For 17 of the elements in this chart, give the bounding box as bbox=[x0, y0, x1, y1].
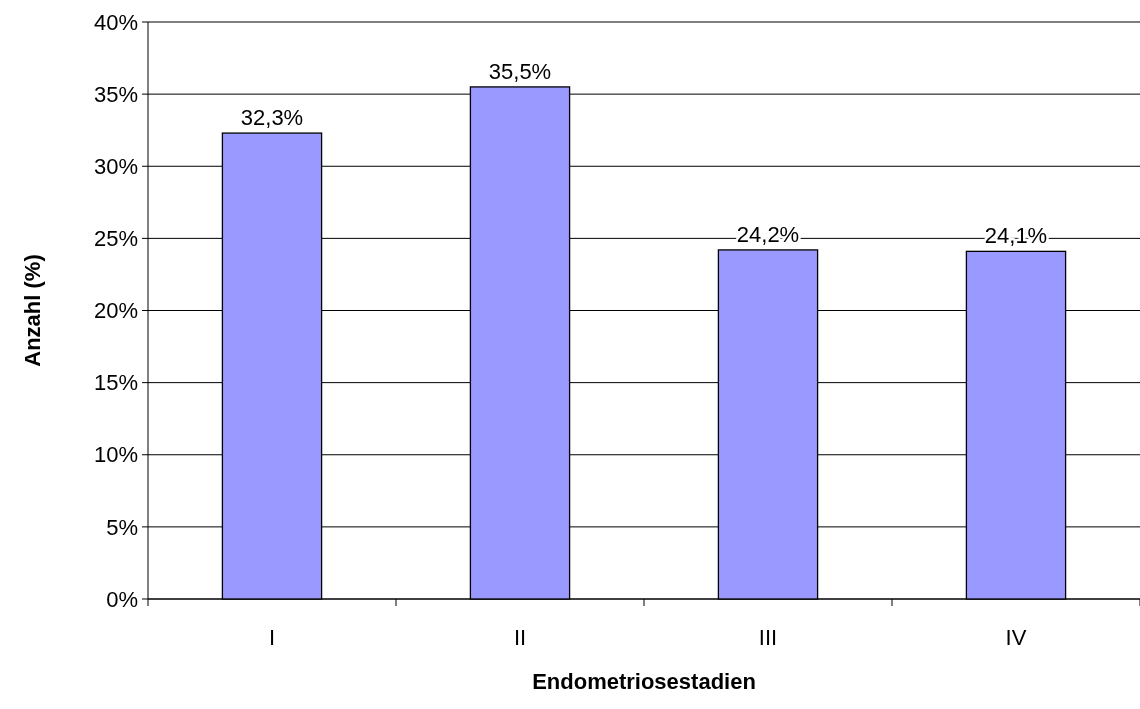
y-axis-title: Anzahl (%) bbox=[20, 254, 45, 367]
y-tick-label: 35% bbox=[93, 81, 138, 107]
x-axis-title: Endometriosestadien bbox=[532, 669, 756, 694]
y-tick-label: 25% bbox=[93, 226, 138, 252]
y-tick-label: 30% bbox=[93, 153, 138, 179]
x-tick-label: III bbox=[758, 625, 778, 650]
y-tick-label: 40% bbox=[93, 9, 138, 35]
y-tick-label: 15% bbox=[93, 370, 138, 396]
data-label: 32,3% bbox=[240, 105, 304, 131]
y-tick-label: 10% bbox=[93, 442, 138, 468]
x-tick-label: I bbox=[268, 625, 276, 650]
data-label: 35,5% bbox=[488, 58, 552, 84]
x-tick-label: IV bbox=[1005, 625, 1027, 650]
y-tick-label: 20% bbox=[93, 298, 138, 324]
y-tick-label: 0% bbox=[106, 586, 138, 612]
y-tick-label: 5% bbox=[106, 514, 138, 540]
x-tick-label: II bbox=[513, 625, 527, 650]
